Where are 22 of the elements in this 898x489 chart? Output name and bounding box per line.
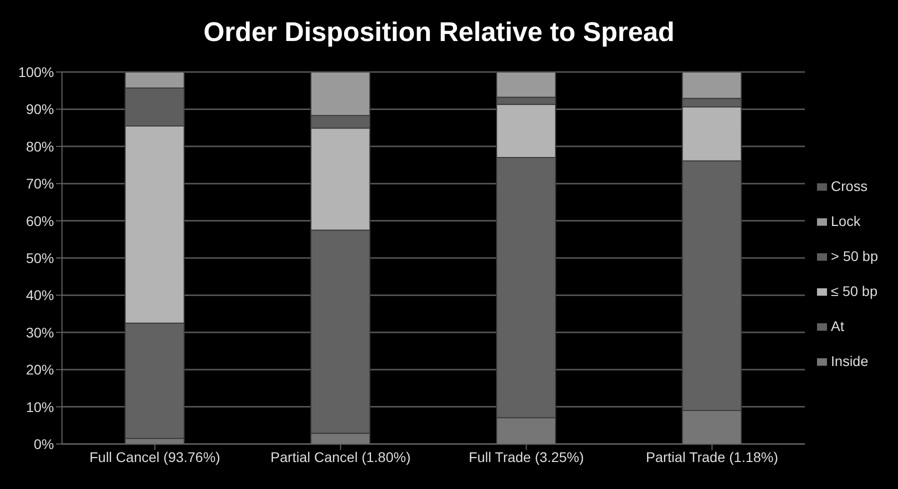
y-tick-label: 30% [26,324,54,340]
legend-label: Cross [830,178,868,194]
y-tick-label: 10% [26,398,54,415]
y-tick-label: 50% [26,250,54,266]
y-tick-label: 0% [34,436,54,452]
y-tick-label: 20% [26,362,54,378]
legend-label: Inside [830,353,868,369]
x-tick-label: Partial Trade (1.18%) [646,448,778,465]
x-tick-label: Full Trade (3.25%) [468,448,584,465]
legend-label: ≤ 50 bp [830,283,878,299]
legend-label: At [830,318,844,334]
legend-label: Lock [830,213,860,229]
x-tick-label: Partial Cancel (1.80%) [270,448,411,465]
y-tick-label: 80% [26,138,54,154]
y-tick-label: 70% [26,176,54,192]
chart-title: Order Disposition Relative to Spread [202,16,676,49]
y-tick-label: 100% [18,64,54,80]
y-tick-label: 40% [26,287,54,304]
legend-label: > 50 bp [830,248,878,264]
y-tick-label: 60% [26,212,54,229]
x-tick-label: Full Cancel (93.76%) [89,448,220,465]
y-tick-label: 90% [26,101,54,118]
